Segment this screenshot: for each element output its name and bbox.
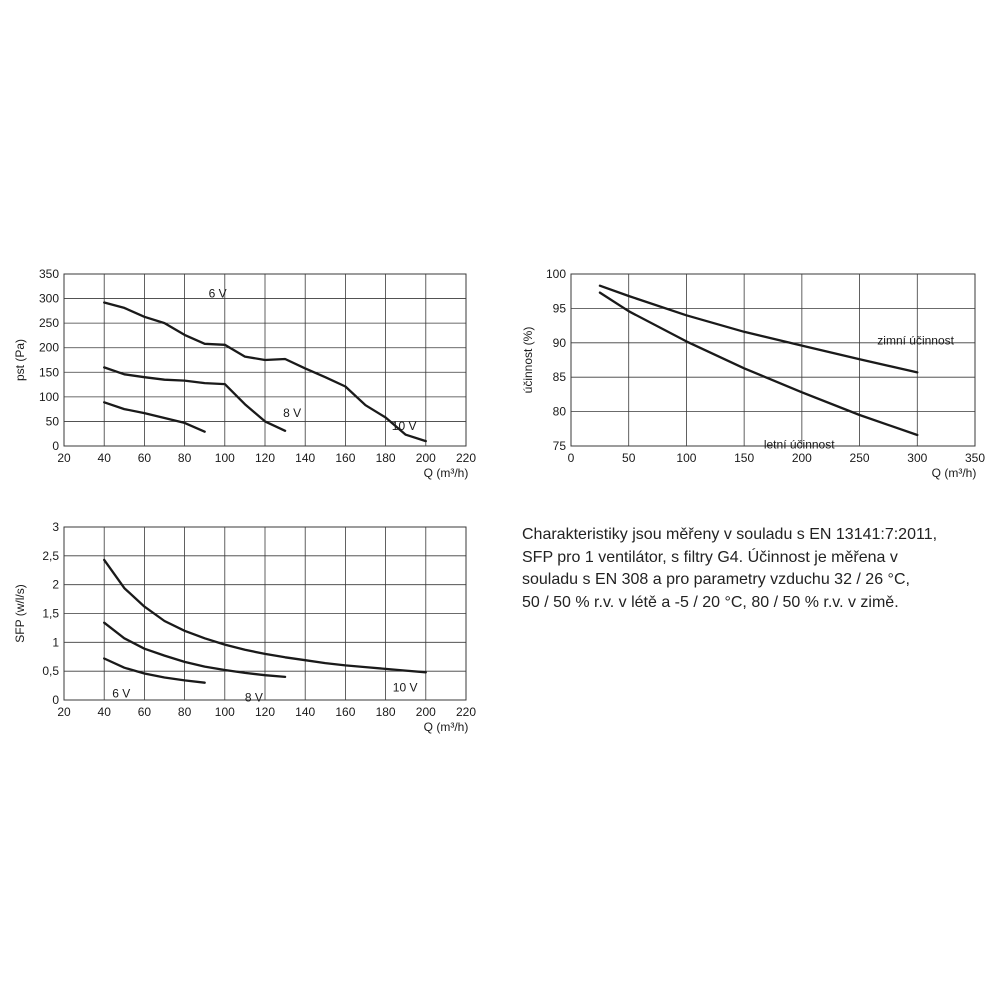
x-tick-label: 350 xyxy=(965,451,985,465)
series-label: 6 V xyxy=(112,686,130,700)
x-tick-label: 20 xyxy=(57,451,71,465)
x-tick-label: 140 xyxy=(295,705,315,719)
y-tick-label: 2,5 xyxy=(42,549,59,563)
x-axis-label: Q (m³/h) xyxy=(932,466,977,480)
x-tick-label: 100 xyxy=(676,451,696,465)
y-tick-label: 100 xyxy=(39,390,59,404)
series-line xyxy=(103,301,427,443)
x-tick-label: 80 xyxy=(178,705,192,719)
series-label: letní účinnost xyxy=(764,437,835,451)
series-line xyxy=(598,284,919,374)
x-axis-label: Q (m³/h) xyxy=(424,720,469,734)
x-tick-label: 220 xyxy=(456,705,476,719)
y-tick-label: 2 xyxy=(52,578,59,592)
note-line: Charakteristiky jsou měřeny v souladu s … xyxy=(522,526,938,543)
y-tick-label: 350 xyxy=(39,267,59,281)
y-tick-label: 0 xyxy=(52,439,59,453)
x-tick-label: 80 xyxy=(178,451,192,465)
y-tick-label: 0 xyxy=(52,693,59,707)
series-line xyxy=(103,621,287,679)
series-label: zimní účinnost xyxy=(877,333,954,347)
x-tick-label: 120 xyxy=(255,705,275,719)
series-label: 10 V xyxy=(393,680,418,694)
note-line: souladu s EN 308 a pro parametry vzduchu… xyxy=(522,571,910,588)
y-axis-label: pst (Pa) xyxy=(13,339,27,381)
x-tick-label: 140 xyxy=(295,451,315,465)
x-tick-label: 200 xyxy=(416,705,436,719)
x-tick-label: 20 xyxy=(57,705,71,719)
y-tick-label: 80 xyxy=(553,405,567,419)
y-tick-label: 1 xyxy=(52,635,59,649)
y-tick-label: 0,5 xyxy=(42,664,59,678)
x-tick-label: 150 xyxy=(734,451,754,465)
x-tick-label: 100 xyxy=(215,451,235,465)
x-tick-label: 160 xyxy=(335,451,355,465)
x-tick-label: 180 xyxy=(376,705,396,719)
x-tick-label: 40 xyxy=(98,705,112,719)
plot-frame xyxy=(63,273,467,447)
y-tick-label: 50 xyxy=(46,414,60,428)
efficiency-chart: 75 80 85 90 95 100 0 50 100 150 200 250 300 350 účinno… xyxy=(521,267,985,480)
x-tick-label: 0 xyxy=(568,451,575,465)
x-tick-label: 200 xyxy=(792,451,812,465)
sfp-chart: 0 0,5 1 1,5 2 2,5 3 20 40 60 80 100 120 140 160 180 200 2… xyxy=(13,520,476,734)
series-line xyxy=(103,366,287,432)
y-tick-label: 200 xyxy=(39,341,59,355)
note-line: SFP pro 1 ventilátor, s filtry G4. Účinn… xyxy=(522,548,898,566)
plot-frame xyxy=(63,526,467,701)
series-line xyxy=(103,558,427,674)
y-tick-label: 95 xyxy=(553,301,567,315)
series-label: 6 V xyxy=(209,286,227,300)
x-tick-label: 60 xyxy=(138,451,152,465)
x-tick-label: 60 xyxy=(138,705,152,719)
series-line xyxy=(103,657,206,684)
series-line xyxy=(103,401,206,433)
y-tick-label: 250 xyxy=(39,316,59,330)
series-label: 8 V xyxy=(245,690,263,704)
x-tick-label: 220 xyxy=(456,451,476,465)
series-label: 8 V xyxy=(283,406,301,420)
y-tick-label: 3 xyxy=(52,520,59,534)
x-tick-label: 300 xyxy=(907,451,927,465)
note-line: 50 / 50 % r.v. v létě a -5 / 20 °C, 80 /… xyxy=(522,593,899,611)
series-label: 10 V xyxy=(392,419,417,433)
y-tick-label: 100 xyxy=(546,267,566,281)
x-tick-label: 50 xyxy=(622,451,636,465)
y-axis-label: účinnost (%) xyxy=(521,327,535,394)
x-tick-label: 120 xyxy=(255,451,275,465)
x-tick-label: 160 xyxy=(335,705,355,719)
series-line xyxy=(598,291,919,437)
x-tick-label: 250 xyxy=(850,451,870,465)
pressure-chart: 0 50 100 150 200 250 300 350 20 40 60 80 100 120 140 16… xyxy=(13,267,476,480)
y-tick-label: 75 xyxy=(553,439,567,453)
y-tick-label: 300 xyxy=(39,292,59,306)
x-tick-label: 200 xyxy=(416,451,436,465)
plot-frame xyxy=(570,273,976,447)
x-tick-label: 100 xyxy=(215,705,235,719)
y-axis-label: SFP (w/l/s) xyxy=(13,584,27,642)
y-tick-label: 1,5 xyxy=(42,607,59,621)
x-axis-label: Q (m³/h) xyxy=(424,466,469,480)
y-tick-label: 85 xyxy=(553,370,567,384)
x-tick-label: 40 xyxy=(98,451,112,465)
y-tick-label: 150 xyxy=(39,365,59,379)
y-tick-label: 90 xyxy=(553,336,567,350)
x-tick-label: 180 xyxy=(376,451,396,465)
measurement-note: Charakteristiky jsou měřeny v souladu s … xyxy=(522,524,994,614)
